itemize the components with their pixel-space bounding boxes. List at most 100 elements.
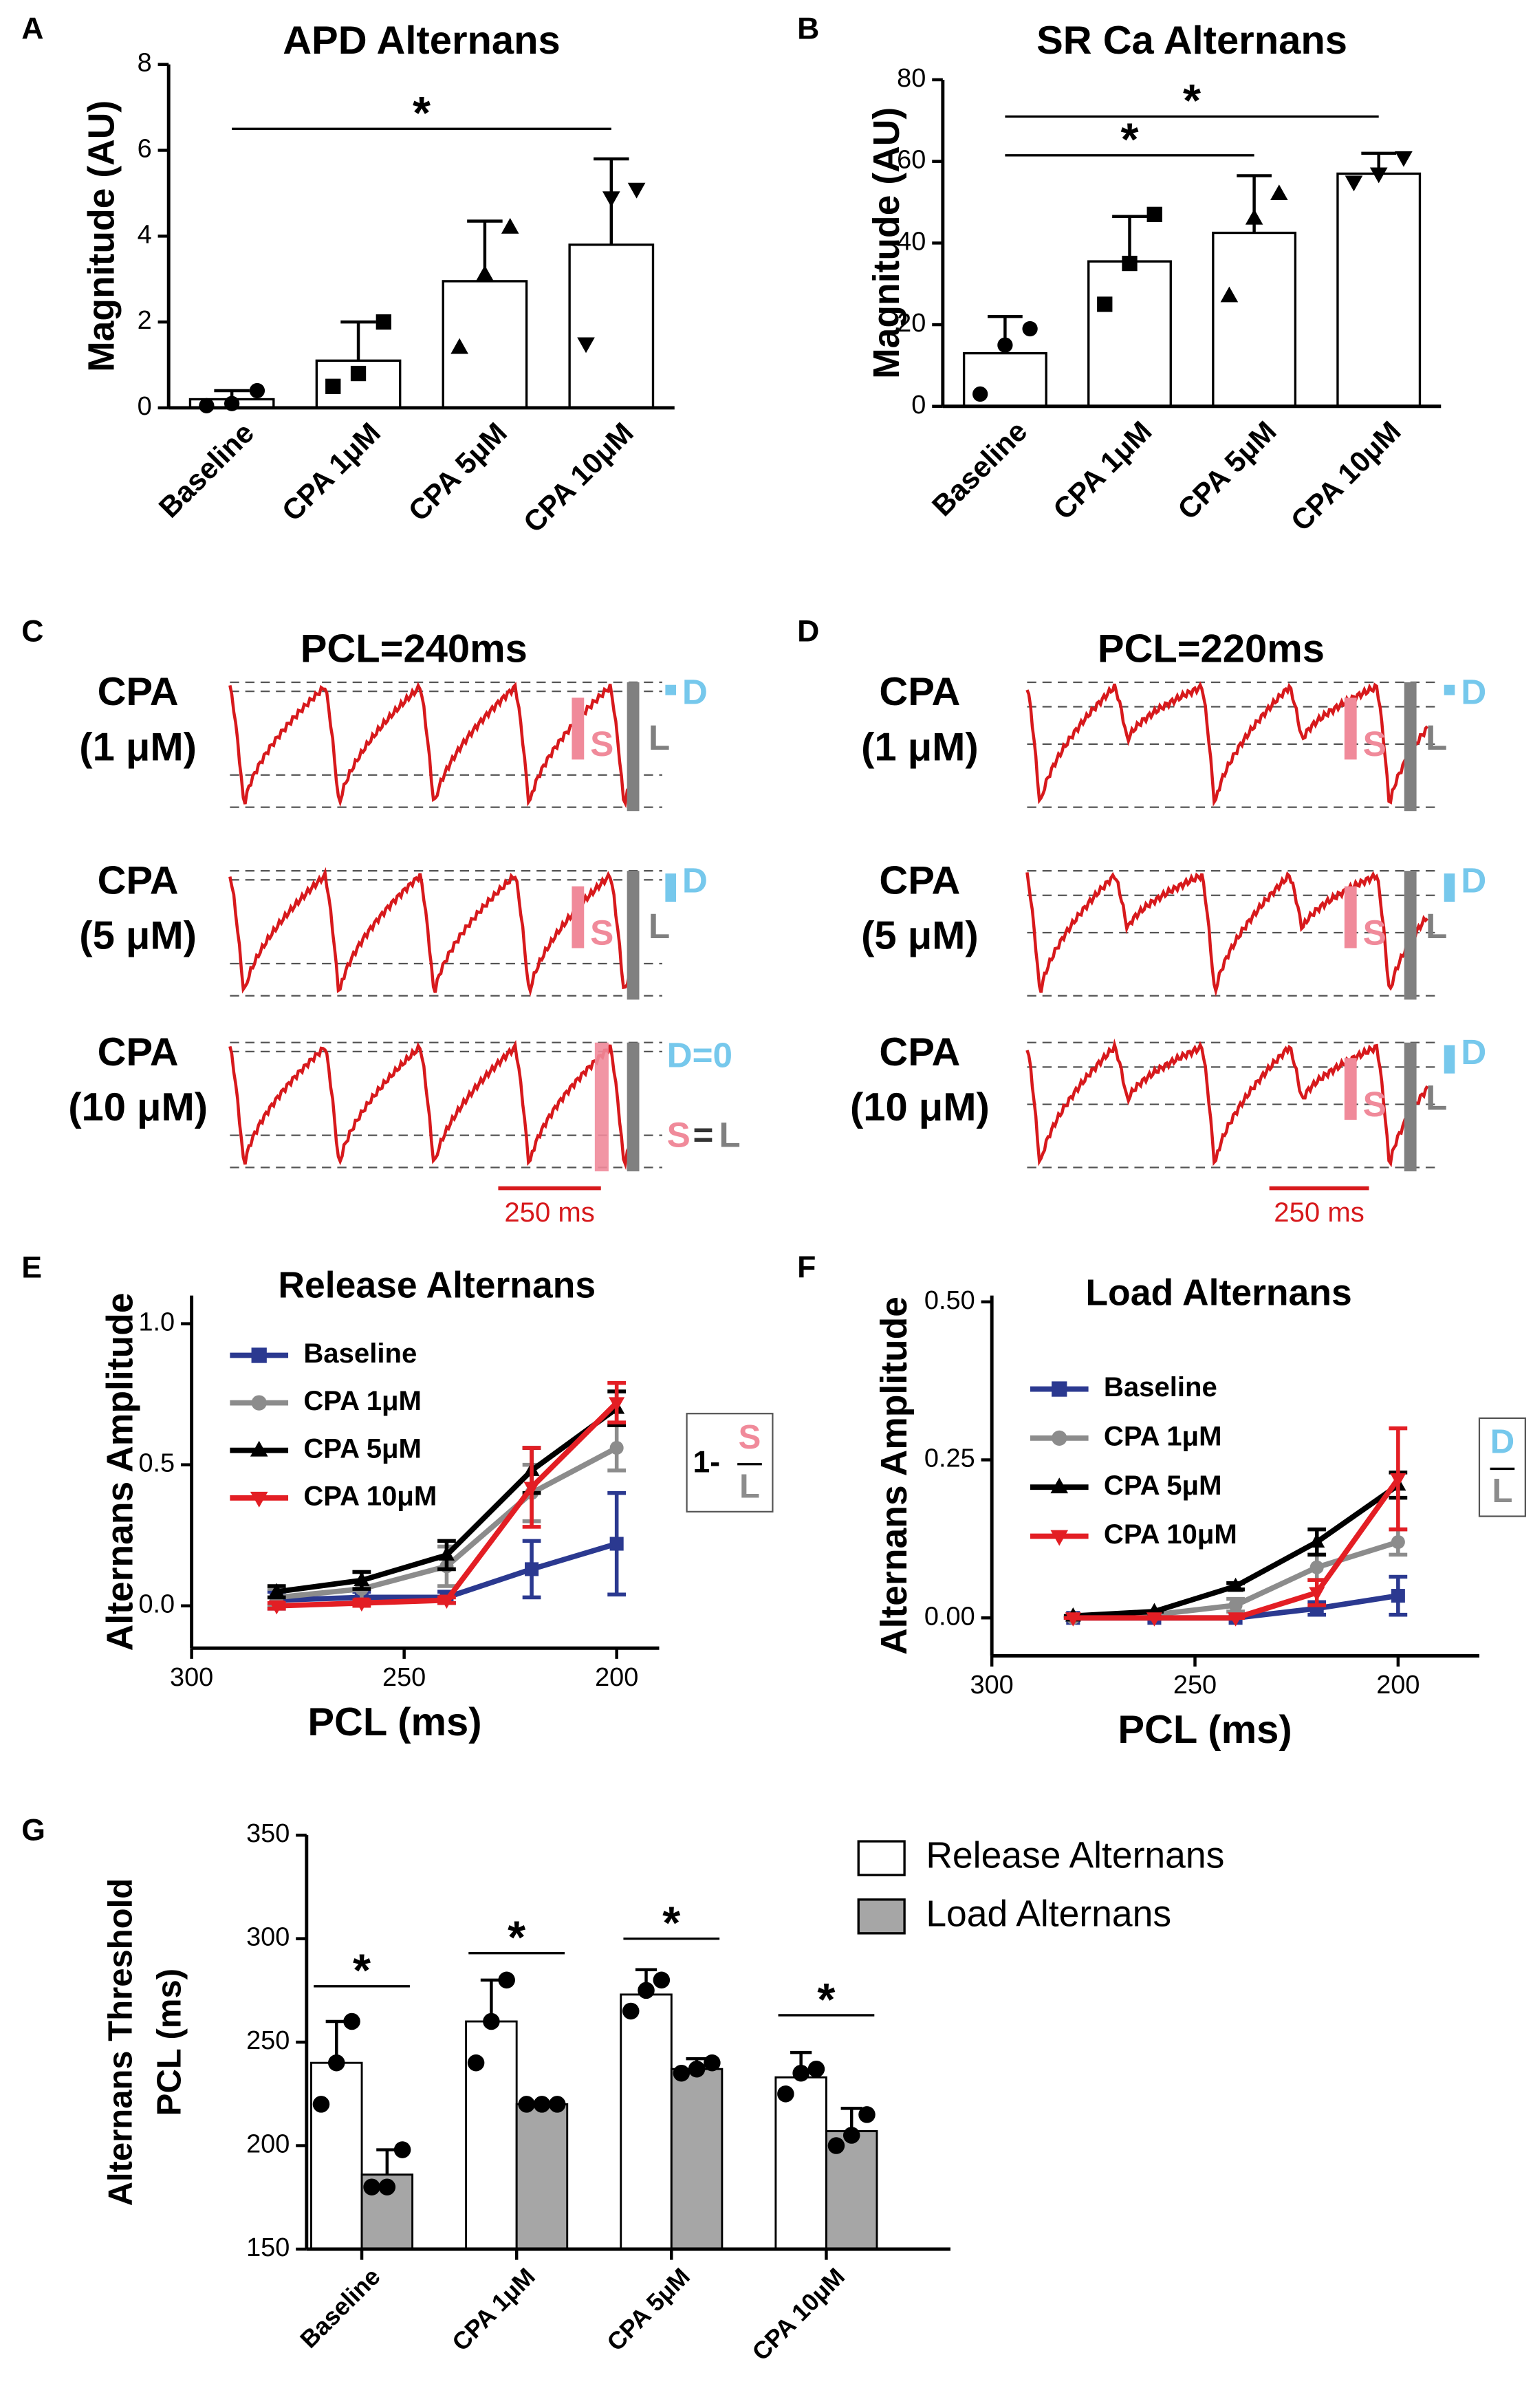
annotation: S [1363, 724, 1387, 763]
marker [1050, 1530, 1069, 1546]
marker [777, 2085, 794, 2103]
y-tick-label: 0 [138, 392, 152, 421]
x-tick-label: CPA 10μM [747, 2263, 850, 2366]
marker [251, 1347, 267, 1363]
row-label: (1 μM) [79, 725, 197, 769]
marker [627, 182, 646, 199]
legend-label: CPA 10μM [303, 1480, 437, 1511]
y-tick-label: 200 [246, 2130, 290, 2159]
annotation: D [682, 672, 708, 711]
panel-title: PCL=220ms [1098, 627, 1325, 671]
marker [378, 2178, 396, 2195]
x-tick-label: 200 [1376, 1671, 1420, 1700]
y-tick-label: 40 [897, 227, 926, 256]
annotation: D [1461, 1032, 1486, 1072]
x-tick-label: Baseline [153, 416, 260, 523]
marker [792, 2064, 809, 2082]
marker [1050, 1477, 1069, 1494]
annotation: = [693, 1116, 714, 1155]
marker [1146, 1612, 1162, 1627]
load-bar [627, 871, 640, 1000]
y-tick-label: 0 [911, 391, 926, 420]
annotation: L [649, 907, 670, 946]
row-label: (5 μM) [79, 914, 197, 958]
marker [1228, 1598, 1243, 1612]
legend-swatch [857, 1840, 906, 1876]
y-tick-label: 1.0 [138, 1308, 175, 1337]
marker [450, 338, 468, 354]
significance-label: * [662, 1897, 680, 1949]
annotation: L [649, 718, 670, 757]
load-bar [627, 682, 640, 812]
x-tick-label: Baseline [295, 2263, 386, 2354]
y-tick-label: 250 [246, 2026, 290, 2055]
legend-label: Baseline [303, 1338, 417, 1369]
legend-label: Baseline [1104, 1371, 1217, 1402]
marker [609, 1537, 624, 1551]
significance-label: * [817, 1974, 835, 2026]
load-bar [1404, 871, 1417, 1000]
marker [312, 2096, 330, 2113]
marker [1122, 255, 1138, 272]
x-tick-label: CPA 5μM [602, 2263, 695, 2356]
significance-label: * [1183, 75, 1201, 127]
trace [1025, 1038, 1429, 1168]
row-label: CPA [98, 1030, 179, 1074]
marker [548, 2096, 566, 2113]
bar [310, 2061, 363, 2250]
marker [1391, 1534, 1405, 1550]
chart-title: SR Ca Alternans [1036, 19, 1347, 63]
marker [1228, 1612, 1244, 1627]
formula-box [686, 1413, 774, 1512]
row-label: CPA [879, 1030, 960, 1074]
marker [1146, 206, 1162, 222]
legend-label: CPA 5μM [303, 1433, 422, 1464]
marker [1097, 296, 1113, 312]
marker [498, 1971, 515, 1989]
row-label: CPA [879, 670, 960, 714]
panel-letter: C [21, 614, 43, 648]
y-tick-label: 0.50 [924, 1286, 975, 1315]
marker [476, 265, 494, 281]
annotation: L [1426, 907, 1447, 946]
marker [393, 2141, 411, 2158]
marker [609, 1397, 625, 1411]
row-label: (1 μM) [861, 725, 979, 769]
annotation: S [1363, 1085, 1387, 1124]
release-bar [572, 697, 585, 760]
formula-box [1478, 1417, 1526, 1517]
row-label: CPA [98, 670, 179, 714]
marker [972, 386, 988, 402]
marker [1065, 1612, 1081, 1627]
x-tick-label: CPA 5μM [1171, 415, 1282, 525]
y-tick-label: 60 [897, 146, 926, 175]
marker [350, 365, 367, 382]
annotation: L [719, 1116, 740, 1155]
annotation: D [1461, 672, 1486, 711]
annotation: D=0 [667, 1036, 732, 1075]
chart-title: Load Alternans [1085, 1273, 1351, 1314]
y-tick-label: 80 [897, 64, 926, 93]
bar [442, 280, 528, 409]
annotation: D [682, 861, 708, 900]
marker [438, 1594, 455, 1609]
legend-label: Release Alternans [926, 1836, 1224, 1876]
marker [525, 1562, 539, 1576]
marker [376, 314, 391, 330]
chart-title: Release Alternans [278, 1266, 596, 1306]
trace [228, 867, 637, 997]
marker [354, 1572, 370, 1586]
marker [250, 1491, 268, 1508]
x-tick-label: Baseline [926, 415, 1033, 522]
marker [251, 1395, 267, 1411]
marker [518, 2096, 535, 2113]
legend-label: CPA 10μM [1104, 1519, 1237, 1550]
marker [325, 378, 341, 394]
marker [1390, 1473, 1406, 1488]
panel-letter: B [797, 12, 819, 45]
row-label: CPA [98, 858, 179, 902]
panel-letter: A [21, 12, 43, 45]
legend-label: Load Alternans [926, 1894, 1171, 1934]
y-tick-label: 20 [897, 309, 926, 338]
marker [1052, 1430, 1067, 1446]
